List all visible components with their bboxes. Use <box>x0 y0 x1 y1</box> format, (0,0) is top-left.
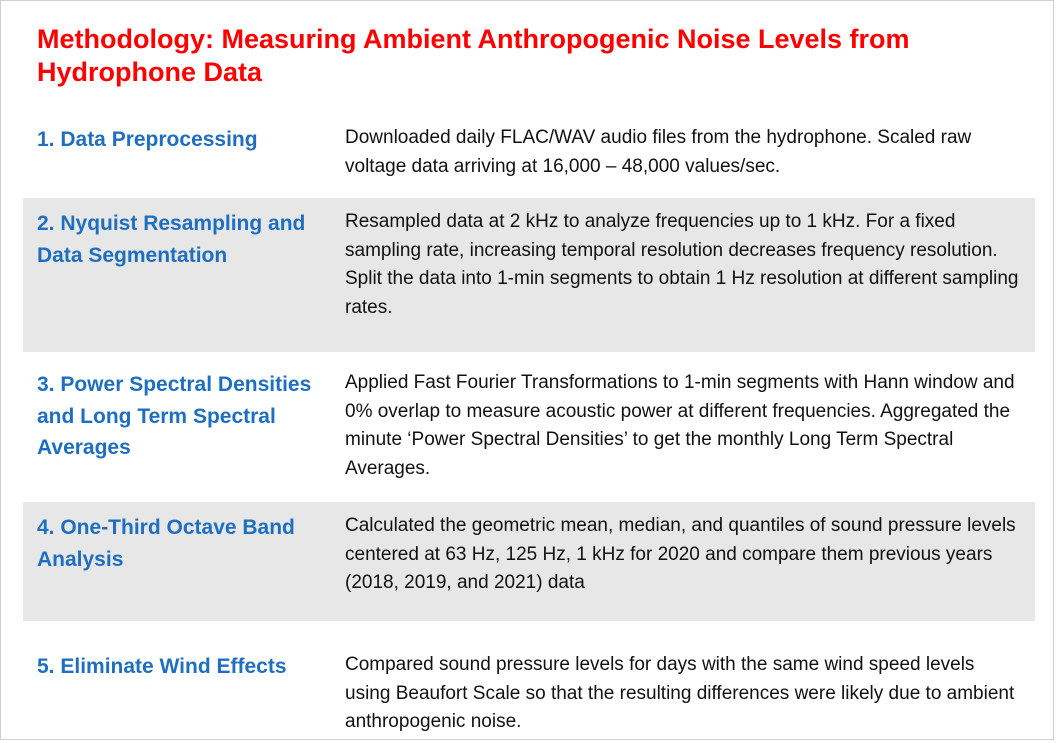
step-description: Calculated the geometric mean, median, a… <box>345 515 1016 593</box>
methodology-steps: 1. Data Preprocessing Downloaded daily F… <box>23 107 1035 743</box>
step-label: 4. One-Third Octave Band Analysis <box>37 516 295 571</box>
step-description: Compared sound pressure levels for days … <box>345 654 1015 732</box>
step-label: 2. Nyquist Resampling and Data Segmentat… <box>37 212 306 267</box>
step-label: 3. Power Spectral Densities and Long Ter… <box>37 373 312 459</box>
step-row-preprocessing: 1. Data Preprocessing Downloaded daily F… <box>23 107 1035 198</box>
step-description: Applied Fast Fourier Transformations to … <box>345 372 1015 479</box>
step-label: 1. Data Preprocessing <box>37 128 258 151</box>
step-row-octave: 4. One-Third Octave Band Analysis Calcul… <box>23 502 1035 621</box>
step-row-resampling: 2. Nyquist Resampling and Data Segmentat… <box>23 198 1035 352</box>
step-description: Resampled data at 2 kHz to analyze frequ… <box>345 211 1019 318</box>
slide-title: Methodology: Measuring Ambient Anthropog… <box>37 24 910 87</box>
step-row-wind: 5. Eliminate Wind Effects Compared sound… <box>23 621 1035 743</box>
step-label: 5. Eliminate Wind Effects <box>37 655 287 678</box>
step-description: Downloaded daily FLAC/WAV audio files fr… <box>345 127 972 177</box>
step-row-spectral: 3. Power Spectral Densities and Long Ter… <box>23 352 1035 502</box>
